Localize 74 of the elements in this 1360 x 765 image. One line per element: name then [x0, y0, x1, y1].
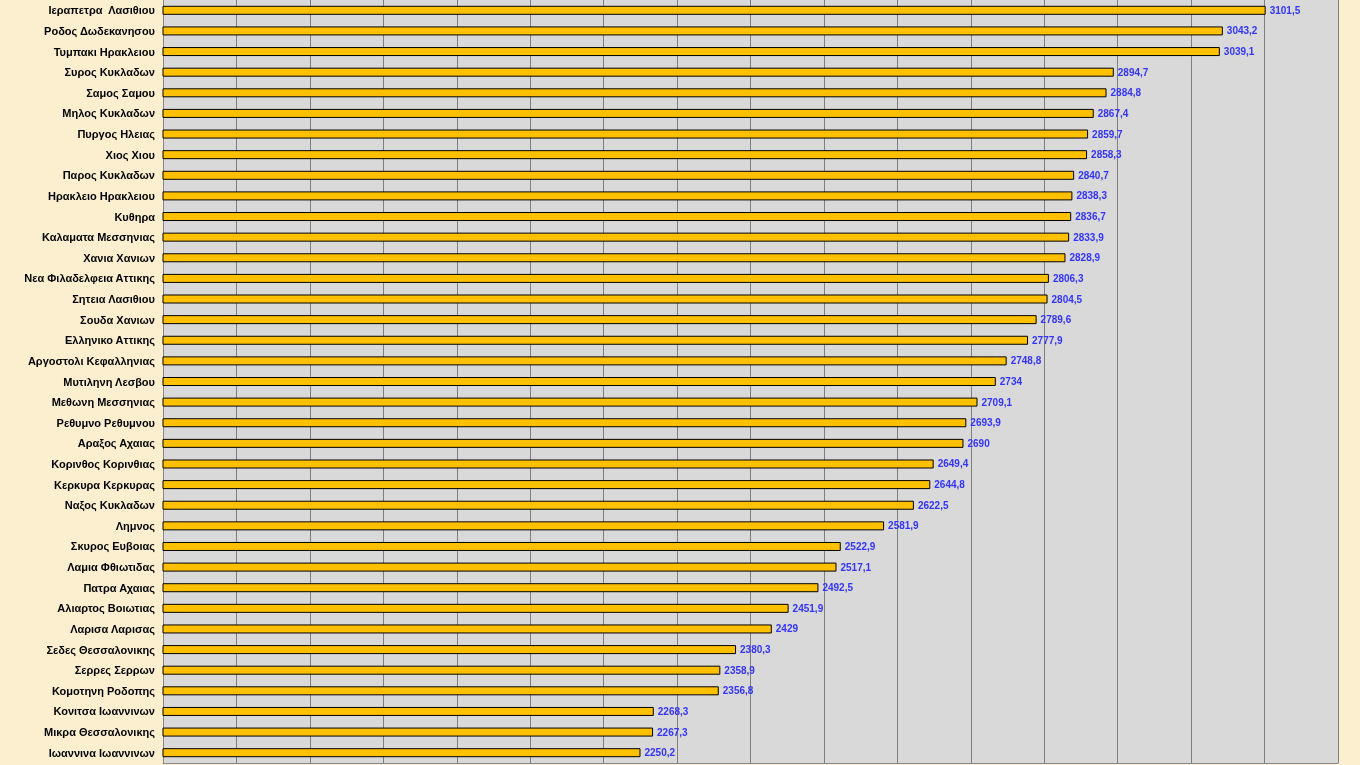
data-label: 2268,3 [657, 705, 689, 717]
y-tick-label: Ρεθυμνο Ρεθυμνου [56, 416, 155, 429]
data-label: 2517,1 [840, 561, 872, 573]
data-label: 3043,2 [1226, 25, 1258, 37]
y-tick-label: Μεθωνη Μεσσηνιας [51, 396, 156, 410]
y-tick-label: Πατρα Αχαιας [83, 581, 156, 595]
data-label: 2867,4 [1097, 107, 1129, 119]
data-label: 2429 [775, 623, 799, 635]
y-tick-label: Ροδος Δωδεκανησου [44, 24, 155, 38]
data-label: 3039,1 [1223, 46, 1255, 58]
data-label: 2748,8 [1010, 355, 1042, 367]
y-tick-label: Κονιτσα Ιωαννινων [53, 705, 155, 718]
y-tick-label: Πυργος Ηλειας [77, 128, 156, 142]
data-label: 2649,4 [937, 458, 969, 470]
y-tick-label: Μυτιληνη Λεσβου [63, 375, 155, 388]
y-tick-label: Κορινθος Κορινθιας [51, 457, 156, 471]
y-tick-label: Κυθηρα [114, 210, 156, 223]
y-tick-label: Τυμπακι Ηρακλειου [53, 45, 155, 58]
data-label: 2358,9 [724, 664, 756, 676]
y-tick-label: Σκυρος Ευβοιας [70, 540, 156, 554]
y-tick-label: Αλιαρτος Βοιωτιας [57, 602, 156, 616]
y-tick-label: Ναξος Κυκλαδων [64, 499, 155, 513]
data-label: 2380,3 [740, 644, 772, 656]
y-tick-label: Λαρισα Λαρισας [70, 622, 156, 636]
y-tick-label: Λαμια Φθιωτιδας [67, 561, 156, 575]
y-tick-label: Κερκυρα Κερκυρας [54, 478, 156, 492]
data-label: 2451,9 [792, 602, 824, 614]
y-tick-label: Σαμος Σαμου [86, 86, 155, 100]
y-tick-label: Κομοτηνη Ροδοπης [51, 684, 156, 698]
y-tick-label: Μικρα Θεσσαλονικης [43, 726, 156, 740]
data-label: 2840,7 [1078, 169, 1110, 181]
data-label: 2690 [967, 437, 991, 449]
y-tick-label: Νεα Φιλαδελφεια Αττικης [24, 272, 156, 286]
data-label: 2859,7 [1092, 128, 1124, 140]
y-tick-label: Παρος Κυκλαδων [62, 169, 155, 183]
y-tick-label: Σητεια Λασιθιου [72, 293, 155, 306]
data-label: 2833,9 [1073, 231, 1105, 243]
data-label: 2250,2 [644, 747, 676, 759]
y-tick-label: Ηρακλειο Ηρακλειου [48, 189, 155, 202]
data-label: 2267,3 [657, 726, 689, 738]
y-tick-label: Χιος Χιου [105, 148, 155, 162]
data-label: 2804,5 [1051, 293, 1083, 305]
data-label: 2838,3 [1076, 190, 1108, 202]
data-label: 2806,3 [1052, 272, 1084, 284]
y-tick-label: Σερρες Σερρων [74, 664, 155, 678]
y-tick-label: Ιεραπετρα Λασιθιου [48, 4, 155, 17]
data-label: 2622,5 [917, 499, 949, 511]
data-label: 2709,1 [981, 396, 1013, 408]
y-tick-label: Λημνος [115, 519, 156, 533]
y-tick-label: Χανια Χανιων [83, 251, 155, 264]
data-label: 2644,8 [934, 479, 966, 491]
data-label: 3101,5 [1269, 4, 1301, 16]
data-label: 2858,3 [1091, 149, 1123, 161]
data-label: 2894,7 [1117, 66, 1149, 78]
data-label: 2492,5 [822, 582, 854, 594]
data-label: 2777,9 [1032, 334, 1064, 346]
data-label: 2884,8 [1110, 87, 1142, 99]
y-tick-label: Συρος Κυκλαδων [64, 66, 155, 80]
data-label: 2693,9 [970, 417, 1002, 429]
data-label: 2789,6 [1040, 314, 1072, 326]
y-tick-label: Σουδα Χανιων [80, 313, 155, 326]
y-tick-label: Ελληνικο Αττικης [65, 334, 156, 348]
data-label: 2522,9 [844, 540, 876, 552]
y-tick-label: Μηλος Κυκλαδων [62, 107, 155, 121]
y-tick-label: Σεδες Θεσσαλονικης [46, 643, 156, 657]
data-label: 2734 [999, 376, 1023, 387]
data-label: 2836,7 [1075, 211, 1107, 223]
y-tick-label: Καλαματα Μεσσηνιας [42, 231, 156, 245]
y-tick-label: Αραξος Αχαιας [77, 437, 156, 451]
y-tick-label: Ιωαννινα Ιωαννινων [48, 746, 155, 759]
data-label: 2356,8 [722, 685, 754, 697]
data-label: 2581,9 [888, 520, 920, 532]
y-tick-label: Αργοστολι Κεφαλληνιας [27, 354, 156, 368]
data-label: 2828,9 [1069, 252, 1101, 264]
